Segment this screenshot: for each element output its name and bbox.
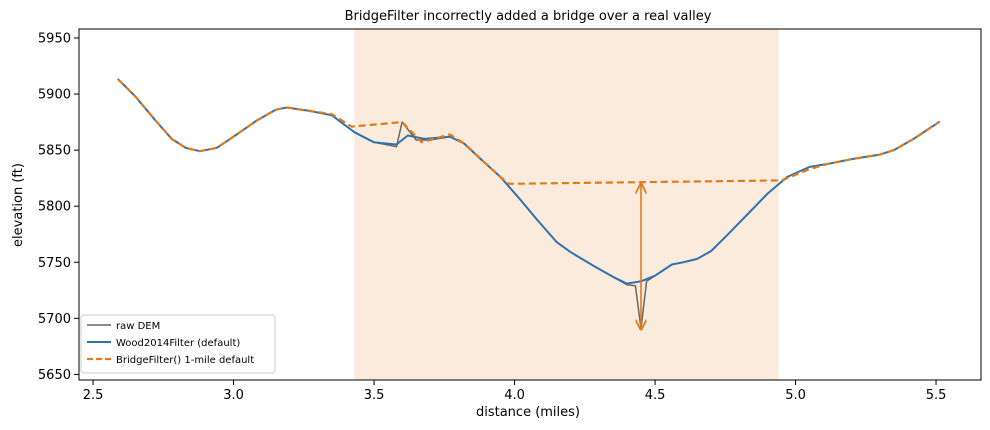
legend-label-raw-dem: raw DEM: [116, 321, 160, 332]
plot-frame: [78, 28, 982, 381]
y-tick-label: 5750: [38, 256, 71, 271]
x-tick-label: 5.5: [926, 388, 947, 403]
y-axis: 5650 5700 5750 5800 5850 5900 5950: [38, 31, 79, 383]
y-axis-label: elevation (ft): [11, 163, 26, 247]
y-tick-label: 5950: [38, 31, 71, 46]
series-line-bridgefilter: [117, 78, 940, 185]
chart-title: BridgeFilter incorrectly added a bridge …: [345, 9, 712, 24]
x-tick-label: 2.5: [83, 388, 104, 403]
x-tick-label: 3.5: [364, 388, 385, 403]
shaded-region: [354, 29, 779, 380]
legend-label-bridgefilter: BridgeFilter() 1-mile default: [116, 355, 254, 366]
y-tick-label: 5650: [38, 368, 71, 383]
x-tick-label: 3.0: [223, 388, 244, 403]
legend-box: [80, 314, 276, 374]
x-axis-label: distance (miles): [476, 405, 580, 420]
x-tick-label: 4.5: [645, 388, 666, 403]
series-line-wood2014: [117, 78, 940, 285]
y-tick-label: 5800: [38, 200, 71, 215]
x-tick-label: 5.0: [785, 388, 806, 403]
legend: raw DEM Wood2014Filter (default) BridgeF…: [80, 314, 276, 374]
x-tick-label: 4.0: [504, 388, 525, 403]
legend-label-wood2014: Wood2014Filter (default): [116, 338, 240, 349]
y-tick-label: 5900: [38, 88, 71, 103]
x-axis: 2.5 3.0 3.5 4.0 4.5 5.0 5.5: [83, 380, 947, 403]
y-tick-label: 5700: [38, 312, 71, 327]
y-tick-label: 5850: [38, 144, 71, 159]
